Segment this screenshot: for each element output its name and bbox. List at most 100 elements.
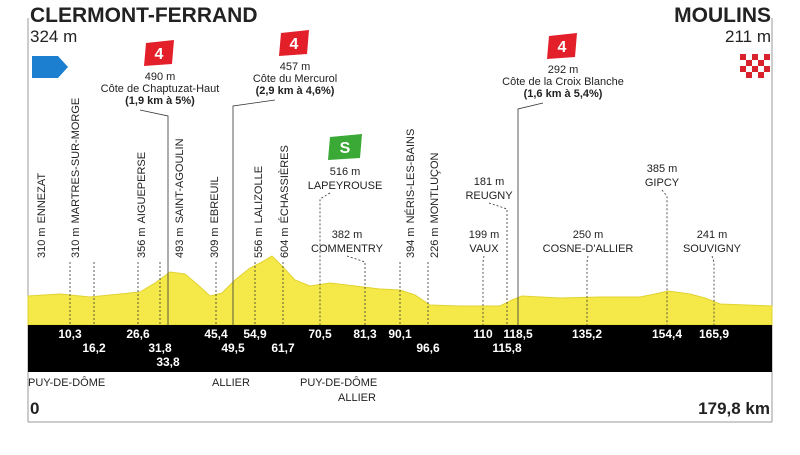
km-label: 61,7 xyxy=(271,341,295,355)
climb-altitude: 292 m xyxy=(548,64,579,76)
climb-detail: (1,6 km à 5,4%) xyxy=(524,88,603,100)
km-label: 90,1 xyxy=(388,327,412,341)
km-label: 154,4 xyxy=(652,327,682,341)
leader-line xyxy=(661,189,668,325)
town-name: COMMENTRY xyxy=(311,243,384,255)
km-label: 135,2 xyxy=(572,327,602,341)
town-name: ENNEZAT xyxy=(36,173,48,224)
km-label: 81,3 xyxy=(353,327,377,341)
town-name: VAUX xyxy=(469,243,499,255)
town-label: 394 m NÉRIS-LES-BAINS xyxy=(404,129,417,258)
town-name: MONTLUÇON xyxy=(429,152,441,223)
town-name: MARTRES-SUR-MORGE xyxy=(70,98,82,224)
start-name: CLERMONT-FERRAND xyxy=(30,4,257,27)
climb-altitude: 457 m xyxy=(280,61,311,73)
town-altitude: 310 m xyxy=(70,227,82,258)
sprint-marker xyxy=(328,134,362,160)
km-label: 49,5 xyxy=(221,341,245,355)
km-label: 31,8 xyxy=(148,341,172,355)
finish-flag xyxy=(740,54,770,78)
town-altitude: 226 m xyxy=(429,227,441,258)
town-altitude: 382 m xyxy=(332,229,363,241)
km-label: 115,8 xyxy=(492,341,522,355)
leader-line xyxy=(482,255,485,325)
sprint-symbol: S xyxy=(340,140,351,157)
town-altitude: 493 m xyxy=(174,227,186,258)
km-label: 54,9 xyxy=(243,327,267,341)
km-label: 96,6 xyxy=(416,341,440,355)
town-altitude: 241 m xyxy=(697,229,728,241)
leader-line xyxy=(517,102,544,325)
distance-band xyxy=(28,325,772,372)
department-label: PUY-DE-DÔME xyxy=(300,376,377,389)
km-label: 33,8 xyxy=(156,355,180,369)
distance-end: 179,8 km xyxy=(698,399,770,418)
km-label: 70,5 xyxy=(308,327,332,341)
climb-name: Côte du Mercurol xyxy=(253,73,337,85)
climb-detail: (2,9 km à 4,6%) xyxy=(256,85,335,97)
town-name: AIGUEPERSE xyxy=(136,152,148,224)
town-name: GIPCY xyxy=(645,177,680,189)
town-altitude: 250 m xyxy=(573,229,604,241)
town-name: NÉRIS-LES-BAINS xyxy=(404,129,417,224)
leader-line xyxy=(711,255,715,325)
km-label: 110 xyxy=(473,327,493,341)
climb-marker xyxy=(144,40,174,66)
town-altitude: 356 m xyxy=(136,227,148,258)
town-name: SAINT-AGOULIN xyxy=(174,138,186,223)
km-label: 165,9 xyxy=(699,327,729,341)
town-name: SOUVIGNY xyxy=(683,243,742,255)
climb-marker xyxy=(547,33,577,59)
km-label: 45,4 xyxy=(204,327,228,341)
town-altitude: 181 m xyxy=(474,176,505,188)
distance-start: 0 xyxy=(30,399,39,418)
town-altitude: 199 m xyxy=(469,229,500,241)
town-altitude: 385 m xyxy=(647,163,678,175)
climb-category: 4 xyxy=(155,46,164,63)
km-label: 10,3 xyxy=(58,327,82,341)
town-label: 309 m EBREUIL xyxy=(209,176,221,258)
town-label: 310 m MARTRES-SUR-MORGE xyxy=(70,98,82,258)
leader-line xyxy=(232,99,276,325)
leader-line xyxy=(488,202,508,325)
climb-detail: (1,9 km à 5%) xyxy=(125,95,195,107)
town-altitude: 309 m xyxy=(209,227,221,258)
town-altitude: 310 m xyxy=(36,227,48,258)
town-label: 356 m AIGUEPERSE xyxy=(136,152,148,258)
leader-line xyxy=(139,109,169,325)
town-name: REUGNY xyxy=(465,190,513,202)
finish-altitude: 211 m xyxy=(725,27,771,46)
town-label: 226 m MONTLUÇON xyxy=(429,152,441,258)
department-label: ALLIER xyxy=(338,392,376,404)
department-label: ALLIER xyxy=(212,377,250,389)
department-label: PUY-DE-DÔME xyxy=(28,376,105,389)
sprint-altitude: 516 m xyxy=(330,166,361,178)
km-label: 26,6 xyxy=(126,327,150,341)
town-name: LALIZOLLE xyxy=(253,166,265,223)
town-name: EBREUIL xyxy=(209,176,221,223)
climb-category: 4 xyxy=(290,36,299,53)
climb-altitude: 490 m xyxy=(145,71,176,83)
finish-name: MOULINS xyxy=(674,4,771,27)
town-label: 493 m SAINT-AGOULIN xyxy=(174,138,186,258)
sprint-name: LAPEYROUSE xyxy=(308,180,383,192)
town-label: 556 m LALIZOLLE xyxy=(253,166,265,258)
leader-line xyxy=(346,255,366,325)
km-label: 118,5 xyxy=(503,327,533,341)
climb-name: Côte de la Croix Blanche xyxy=(502,76,624,88)
leader-line xyxy=(586,255,589,325)
town-label: 310 m ENNEZAT xyxy=(36,173,48,258)
start-flag xyxy=(32,56,68,78)
km-label: 16,2 xyxy=(82,341,106,355)
climb-name: Côte de Chaptuzat-Haut xyxy=(101,83,220,95)
town-name: COSNE-D'ALLIER xyxy=(543,243,634,255)
start-altitude: 324 m xyxy=(30,27,77,46)
town-label: 604 m ÉCHASSIÈRES xyxy=(278,145,291,258)
town-name: ÉCHASSIÈRES xyxy=(278,145,291,223)
climb-marker xyxy=(279,30,309,56)
town-altitude: 604 m xyxy=(279,227,291,258)
town-altitude: 556 m xyxy=(253,227,265,258)
town-altitude: 394 m xyxy=(405,227,417,258)
